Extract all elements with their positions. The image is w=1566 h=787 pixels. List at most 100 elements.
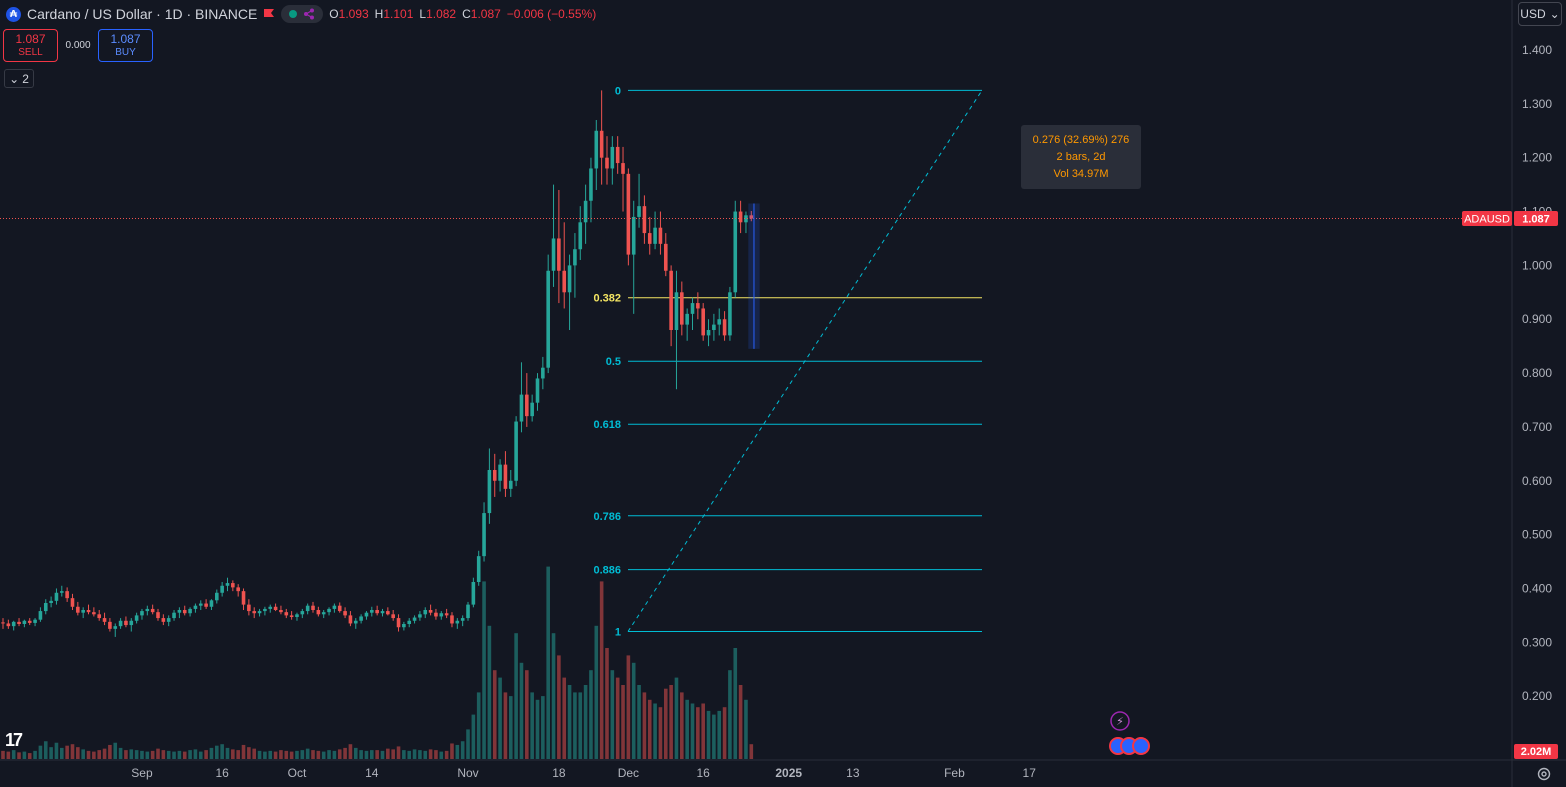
candle-body xyxy=(284,612,289,616)
volume-bar xyxy=(348,744,353,759)
volume-bar xyxy=(241,744,246,759)
candle-body xyxy=(289,615,294,617)
buy-button[interactable]: 1.087 BUY xyxy=(98,29,153,62)
change-value: −0.006 (−0.55%) xyxy=(506,7,597,21)
volume-bar xyxy=(706,710,711,759)
candle-body xyxy=(150,608,155,613)
indicators-collapse-button[interactable]: ⌄ 2 xyxy=(4,69,34,88)
volume-bar xyxy=(17,752,21,759)
candle-body xyxy=(573,249,577,266)
candle-body xyxy=(231,583,235,588)
candle-body xyxy=(642,206,647,234)
candle-body xyxy=(76,606,80,613)
candle-body xyxy=(439,613,444,617)
symbol-title[interactable]: Cardano / US Dollar · 1D · BINANCE xyxy=(27,6,258,22)
fib-trend-line xyxy=(627,90,983,632)
volume-bar xyxy=(583,685,588,759)
candle-body xyxy=(557,238,561,271)
y-tick-label: 0.200 xyxy=(1522,689,1552,703)
candle-body xyxy=(332,605,337,609)
candle-body xyxy=(621,163,625,174)
volume-bar xyxy=(594,625,599,759)
candle-body xyxy=(690,303,695,314)
volume-bar xyxy=(551,633,556,759)
volume-bar xyxy=(43,741,48,759)
candle-body xyxy=(386,611,390,615)
chevron-down-icon: ⌄ xyxy=(1549,7,1560,21)
volume-bar xyxy=(508,696,513,759)
candle-body xyxy=(38,611,43,620)
volume-bar xyxy=(701,703,705,759)
volume-bar xyxy=(605,648,609,759)
volume-bar xyxy=(621,685,625,759)
candle-body xyxy=(273,606,278,610)
candle-body xyxy=(455,620,460,624)
volume-bar xyxy=(455,744,460,759)
fib-level-label: 0.786 xyxy=(593,511,621,523)
candle-body xyxy=(669,270,673,330)
candle-body xyxy=(49,600,53,603)
candle-body xyxy=(198,603,203,606)
volume-bar xyxy=(11,750,16,759)
volume-bar xyxy=(631,662,636,759)
candle-body xyxy=(353,620,358,624)
volume-bar xyxy=(92,751,96,759)
candle-body xyxy=(402,624,406,628)
tradingview-logo[interactable]: 17 xyxy=(5,730,23,750)
volume-bar xyxy=(70,744,75,759)
x-tick-label: Feb xyxy=(944,766,965,780)
volume-bar xyxy=(102,748,107,759)
candle-body xyxy=(59,591,64,593)
candle-body xyxy=(54,592,59,601)
x-tick-label: Nov xyxy=(457,766,478,780)
volume-bar xyxy=(204,750,208,759)
volume-bar xyxy=(744,699,748,759)
candle-body xyxy=(722,319,727,336)
volume-bar xyxy=(209,747,214,759)
indicator-pill[interactable] xyxy=(281,5,324,23)
lightning-event-icon xyxy=(1110,711,1130,731)
y-tick-label: 0.800 xyxy=(1522,366,1552,380)
currency-selector[interactable]: USD ⌄ xyxy=(1518,2,1562,26)
settings-icon[interactable] xyxy=(1536,766,1552,782)
volume-bar xyxy=(364,750,369,759)
volume-bar xyxy=(391,749,395,759)
volume-bar xyxy=(156,748,160,759)
volume-bar xyxy=(193,749,198,759)
y-tick-label: 0.600 xyxy=(1522,474,1552,488)
candle-body xyxy=(444,613,449,616)
volume-bar xyxy=(108,744,112,759)
share-icon[interactable] xyxy=(303,8,315,20)
candle-body xyxy=(530,402,534,417)
candle-body xyxy=(589,168,593,201)
sell-button[interactable]: 1.087 SELL xyxy=(3,29,58,62)
flag-icon[interactable] xyxy=(263,8,275,20)
volume-bar xyxy=(407,750,412,759)
candle-body xyxy=(177,610,182,613)
us-flag-event-icon xyxy=(1132,737,1150,755)
candle-body xyxy=(541,367,545,379)
volume-bar xyxy=(423,750,428,759)
event-icons[interactable]: ⚡ xyxy=(1109,711,1150,755)
candle-body xyxy=(225,583,230,586)
candle-body xyxy=(412,617,417,621)
volume-bar xyxy=(182,751,187,759)
volume-bar xyxy=(460,741,465,759)
candle-body xyxy=(503,464,508,489)
measure-change: 0.276 (32.69%) 276 xyxy=(1032,134,1130,146)
candle-body xyxy=(295,614,299,617)
candle-body xyxy=(257,611,262,614)
volume-bar xyxy=(161,750,166,759)
volume-bar xyxy=(434,750,438,759)
candle-body xyxy=(17,621,21,624)
volume-bar xyxy=(647,699,652,759)
volume-bar xyxy=(589,670,593,759)
sell-price: 1.087 xyxy=(15,31,46,46)
price-tag: ADAUSD 1.087 xyxy=(1462,211,1558,227)
volume-bar xyxy=(573,692,577,759)
candle-body xyxy=(450,615,454,624)
volume-bar xyxy=(498,677,502,759)
volume-bar xyxy=(6,751,11,759)
candle-body xyxy=(182,610,187,614)
